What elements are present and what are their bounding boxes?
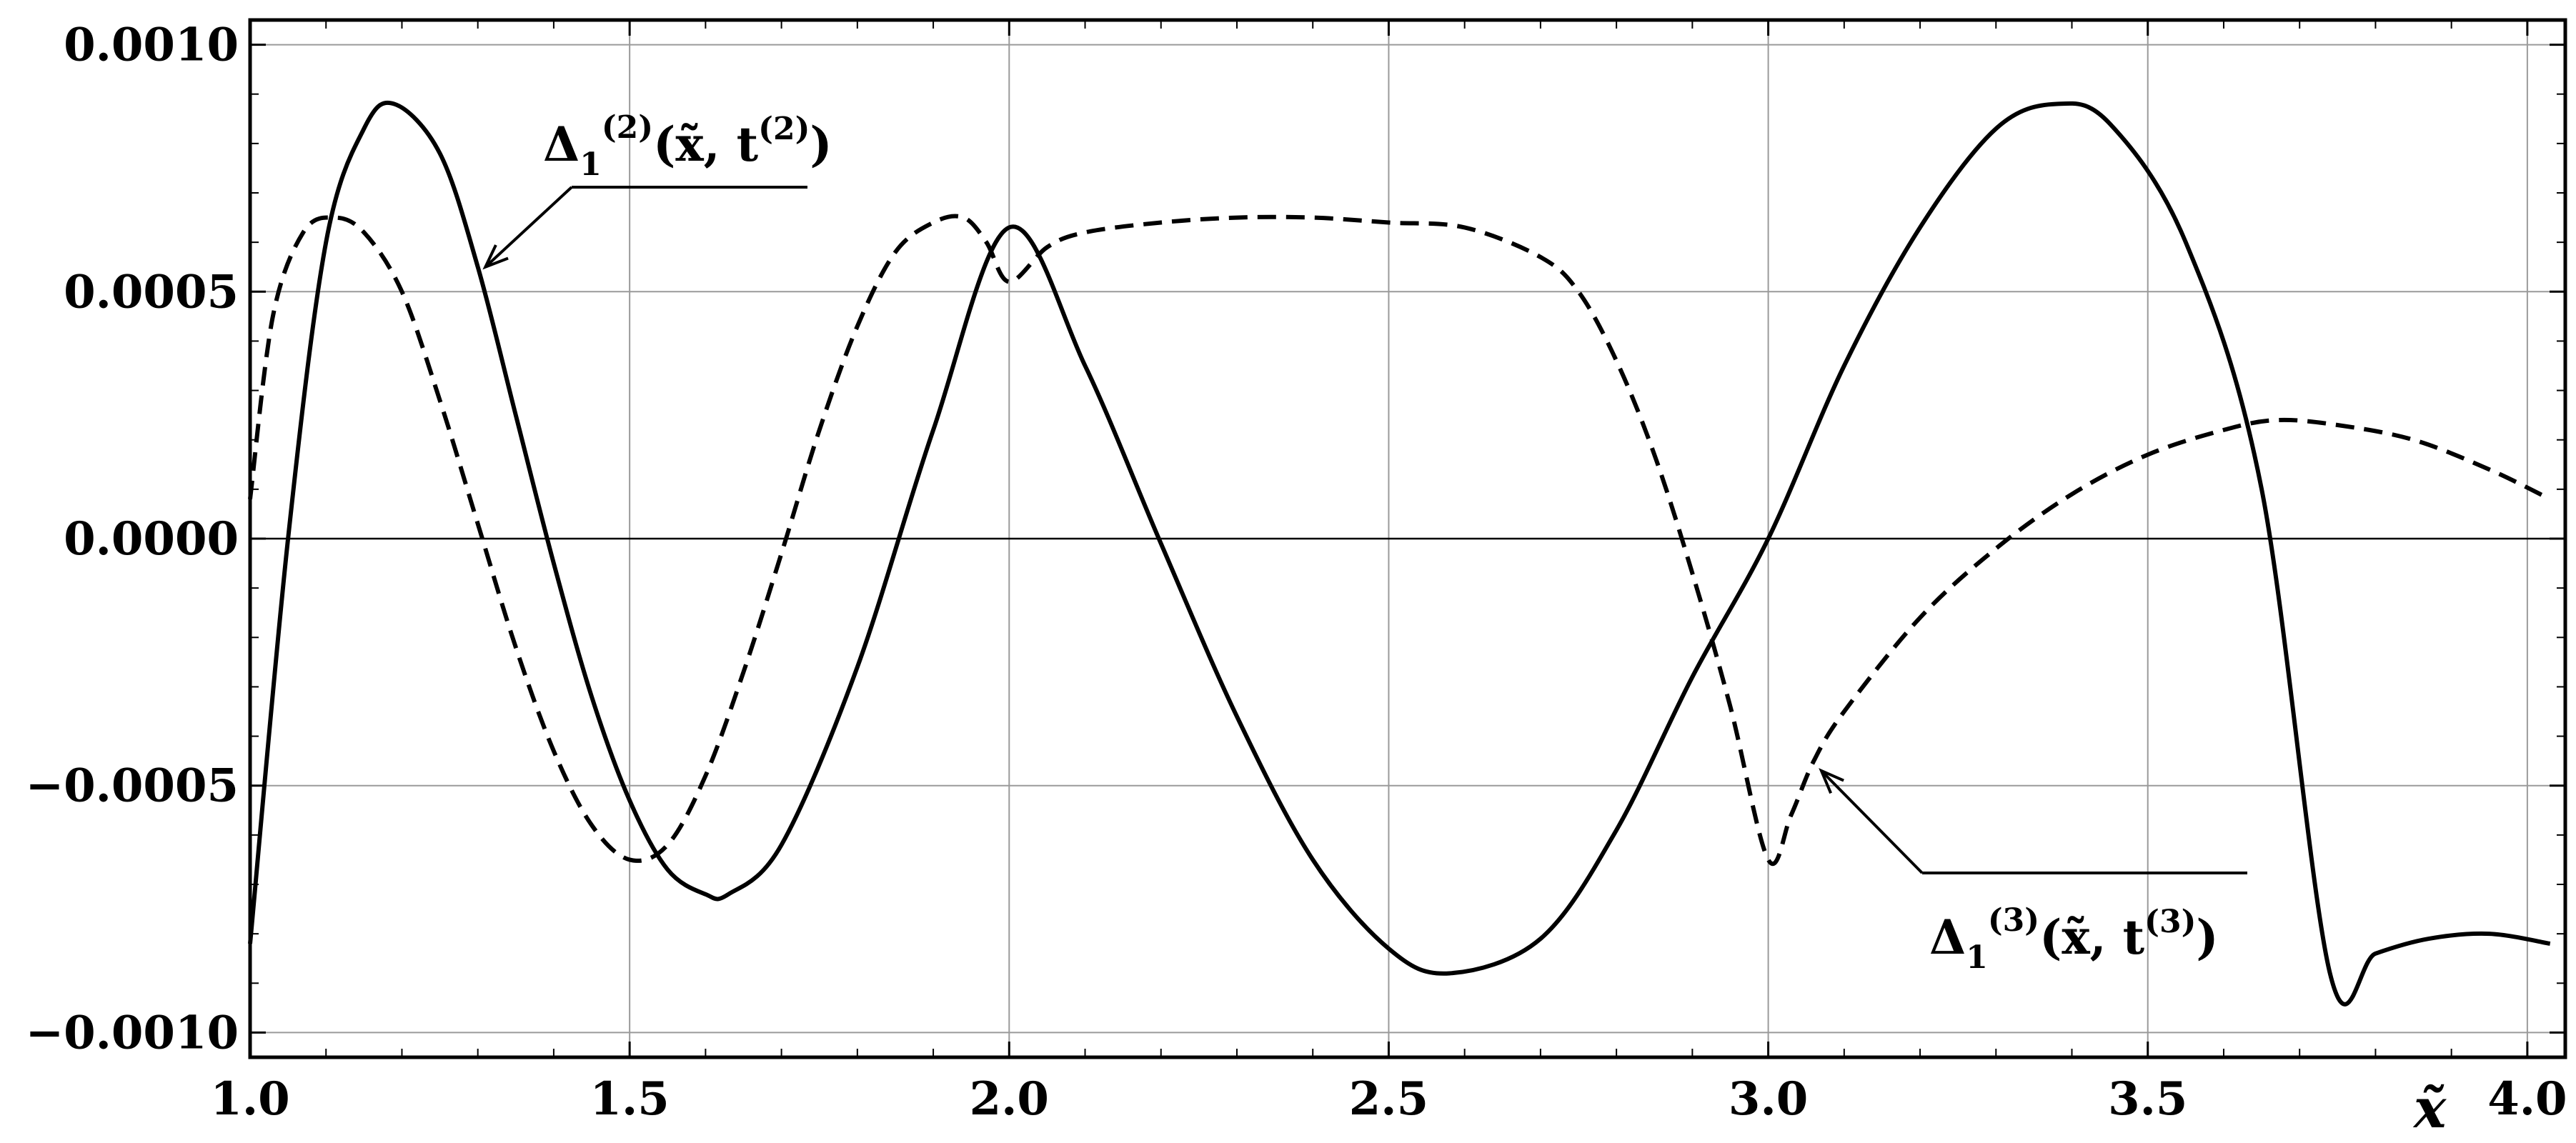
y-tick-label: −0.0005 (25, 759, 239, 813)
y-tick-label: −0.0010 (25, 1006, 239, 1059)
annotation-arrow (484, 186, 573, 269)
axes: 1.0 1.5 2.0 2.5 3.0 3.5 4.0 −0.0010 −0.0005 0.000… (25, 19, 2567, 1140)
arrow-head (482, 244, 509, 270)
annotation-text: Δ1(2)(x̃, t(2)) (543, 109, 832, 183)
annotation-arrow (1820, 769, 1924, 874)
x-tick-label: 3.5 (2108, 1072, 2187, 1126)
y-tick-label: 0.0010 (64, 19, 239, 72)
x-tick-label: 3.0 (1729, 1072, 1808, 1126)
x-tick-label: 2.0 (970, 1072, 1049, 1126)
y-tick-label: 0.0005 (64, 265, 239, 319)
y-tick-label: 0.0000 (64, 512, 239, 566)
plot-frame (248, 18, 2567, 1059)
x-tick-label: 1.5 (590, 1072, 669, 1126)
x-tick-label: 1.0 (210, 1072, 289, 1126)
series-line-1 (248, 100, 2551, 1007)
x-tick-label: 4.0 (2487, 1072, 2567, 1126)
series-line-2 (248, 214, 2552, 867)
series (248, 100, 2552, 1007)
x-tick-label: 2.5 (1349, 1072, 1428, 1126)
annotation-label-1: Δ1(2)(x̃, t(2)) (482, 109, 832, 270)
arrow-head (1819, 768, 1844, 794)
annotation-text: Δ1(3)(x̃, t(3)) (1929, 902, 2219, 976)
x-axis-label: x̃ (2412, 1077, 2447, 1139)
annotations: Δ1(2)(x̃, t(2)) Δ1(3)(x̃, t(3)) (482, 109, 2247, 976)
annotation-label-2: Δ1(3)(x̃, t(3)) (1819, 768, 2247, 976)
